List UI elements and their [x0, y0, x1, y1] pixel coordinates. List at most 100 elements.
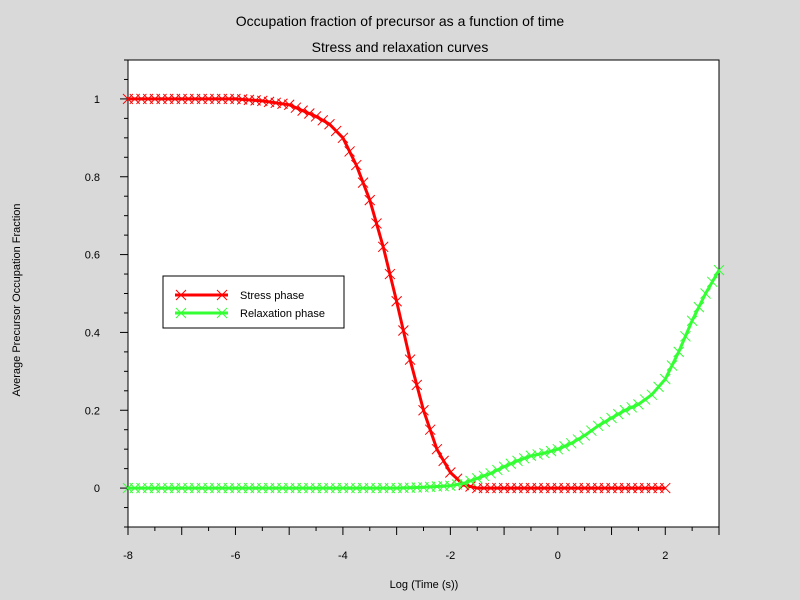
- data-point: [290, 102, 302, 114]
- marker-stroke: [404, 354, 416, 366]
- data-point: [451, 479, 463, 490]
- y-tick-label: 1: [94, 94, 100, 106]
- data-point: [397, 325, 409, 336]
- marker-stroke: [525, 450, 537, 462]
- marker-stroke: [532, 449, 544, 460]
- series-relaxation: [122, 264, 725, 494]
- marker-stroke: [431, 443, 443, 455]
- data-point: [317, 114, 329, 126]
- marker-stroke: [633, 399, 644, 410]
- data-point: [478, 470, 490, 482]
- data-point: [586, 425, 597, 437]
- marker-stroke: [418, 404, 429, 416]
- marker-stroke: [310, 111, 322, 122]
- legend-label: Relaxation phase: [240, 308, 325, 320]
- marker-stroke: [175, 289, 187, 301]
- marker-stroke: [505, 458, 517, 470]
- data-point: [612, 408, 624, 420]
- data-point: [565, 437, 577, 449]
- marker-stroke: [706, 276, 718, 288]
- data-point: [350, 159, 362, 171]
- marker-stroke: [478, 470, 490, 482]
- axis-ticks: [120, 59, 720, 535]
- marker-stroke: [216, 289, 228, 301]
- data-point: [424, 424, 436, 436]
- marker-stroke: [377, 241, 389, 253]
- data-point: [599, 416, 611, 428]
- marker-stroke: [283, 99, 295, 111]
- series-group: [122, 93, 725, 494]
- data-point: [485, 467, 497, 479]
- chart-subtitle: Stress and relaxation curves: [312, 39, 489, 55]
- marker-stroke: [646, 389, 658, 401]
- marker-stroke: [411, 379, 423, 391]
- marker-stroke: [539, 447, 550, 459]
- data-point: [606, 412, 617, 424]
- legend-marker: [216, 307, 228, 319]
- marker-stroke: [290, 102, 302, 114]
- legend-marker: [175, 289, 187, 301]
- data-point: [471, 473, 483, 484]
- marker-stroke: [270, 97, 282, 109]
- data-point: [431, 443, 443, 455]
- data-point: [626, 401, 638, 413]
- marker-stroke: [397, 325, 409, 336]
- data-point: [686, 315, 698, 327]
- data-point: [552, 443, 564, 455]
- marker-stroke: [653, 381, 664, 393]
- marker-stroke: [572, 434, 584, 445]
- data-point: [512, 455, 523, 467]
- data-point: [592, 420, 604, 432]
- marker-stroke: [579, 430, 591, 441]
- series-stress: [122, 93, 671, 494]
- marker-stroke: [317, 114, 329, 126]
- data-point: [404, 354, 416, 366]
- data-point: [297, 105, 308, 116]
- data-point: [445, 480, 456, 492]
- marker-stroke: [612, 408, 624, 420]
- marker-stroke: [424, 424, 436, 436]
- data-point: [458, 478, 470, 489]
- data-point: [498, 461, 510, 473]
- legend-marker: [175, 307, 187, 319]
- data-point: [337, 132, 349, 144]
- marker-stroke: [700, 288, 711, 299]
- marker-stroke: [606, 412, 617, 424]
- data-point: [283, 99, 295, 111]
- y-tick-label: 0.6: [85, 250, 100, 262]
- marker-stroke: [263, 96, 275, 108]
- marker-stroke: [492, 464, 503, 476]
- data-point: [659, 373, 671, 385]
- legend-label: Stress phase: [240, 290, 304, 302]
- data-point: [518, 452, 530, 464]
- data-point: [579, 430, 591, 441]
- data-point: [303, 108, 315, 119]
- marker-stroke: [586, 425, 597, 437]
- data-point: [492, 464, 503, 476]
- marker-stroke: [545, 445, 557, 457]
- data-point: [706, 276, 718, 288]
- marker-stroke: [384, 268, 396, 280]
- x-tick-label: -2: [445, 550, 455, 562]
- data-point: [532, 449, 544, 460]
- data-point: [465, 475, 476, 487]
- marker-stroke: [673, 346, 685, 358]
- marker-stroke: [350, 159, 362, 171]
- data-point: [411, 379, 423, 391]
- marker-stroke: [438, 455, 450, 467]
- marker-stroke: [364, 194, 376, 206]
- y-tick-label: 0.4: [85, 327, 100, 339]
- marker-stroke: [458, 478, 470, 489]
- marker-stroke: [357, 177, 369, 188]
- marker-stroke: [256, 95, 268, 107]
- marker-stroke: [330, 125, 342, 137]
- marker-stroke: [512, 455, 523, 467]
- data-point: [438, 455, 450, 467]
- marker-stroke: [666, 360, 678, 371]
- legend-box: [162, 275, 345, 329]
- data-point: [418, 404, 429, 416]
- data-point: [525, 450, 537, 462]
- marker-stroke: [445, 480, 456, 492]
- tick-labels: -8 -6 -4 -2 0 2 0 0.2 0.4 0.6 0.8 1: [85, 94, 669, 562]
